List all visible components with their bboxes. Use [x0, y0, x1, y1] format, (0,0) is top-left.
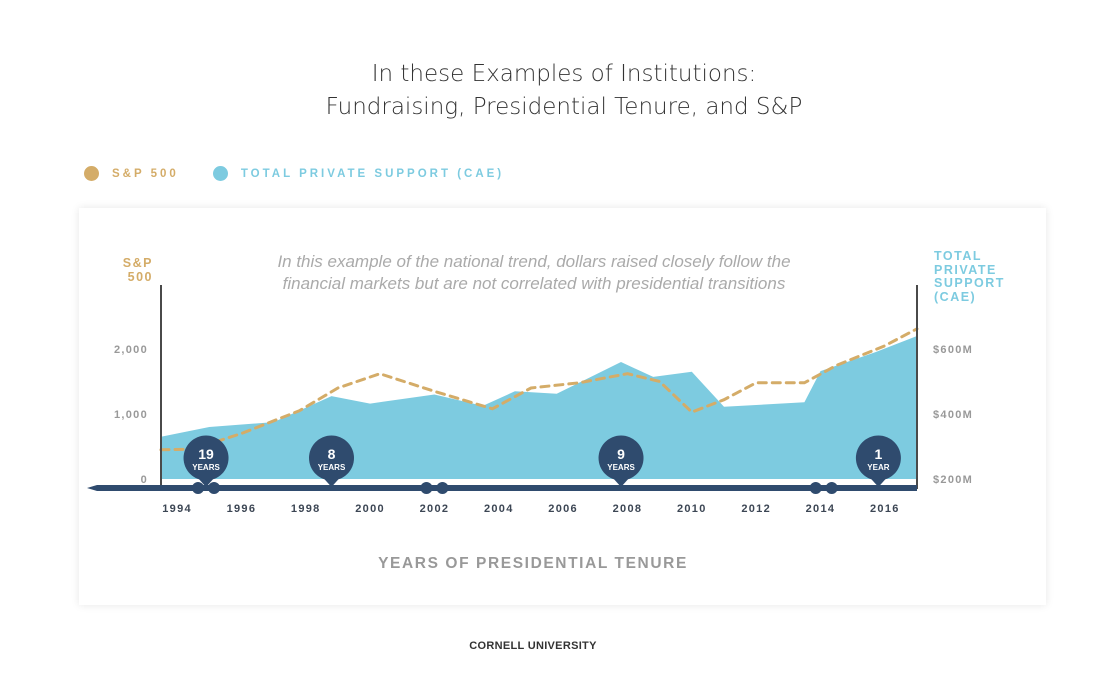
x-tick-label: 2008: [613, 503, 643, 515]
x-tick-label: 2014: [806, 503, 836, 515]
page-title: In these Examples of Institutions: Fundr…: [0, 58, 1095, 124]
tenure-timeline-bar: [87, 485, 917, 491]
footer-institution: CORNELL UNIVERSITY: [469, 640, 597, 652]
left-tick-label: 2,000: [114, 344, 148, 356]
tenure-marker-circle: [309, 435, 355, 481]
tenure-count: 8: [328, 446, 336, 462]
left-axis-title-line-2: 500: [127, 269, 153, 284]
x-tick-label: 2004: [484, 503, 514, 515]
tenure-count: 19: [198, 446, 214, 462]
tenure-marker-circle: [183, 435, 229, 481]
tenure-marker-circle: [598, 435, 644, 481]
chart-card: S&P 500 TOTAL PRIVATE SUPPORT (CAE) In t…: [79, 208, 1046, 605]
x-tick-label: 2010: [677, 503, 707, 515]
legend-dot-sp500: [84, 166, 99, 181]
tenure-count: 1: [874, 446, 882, 462]
right-tick-label: $400M: [933, 409, 973, 421]
legend-item-private-support: TOTAL PRIVATE SUPPORT (CAE): [212, 166, 505, 181]
right-axis-title-line-4: (CAE): [934, 289, 977, 304]
left-tick-label: 1,000: [114, 409, 148, 421]
transition-dot: [192, 482, 205, 494]
title-line-2: Fundraising, Presidential Tenure, and S&…: [325, 94, 803, 120]
tenure-unit: YEAR: [867, 463, 889, 472]
right-axis-title: TOTAL PRIVATE SUPPORT (CAE): [934, 249, 1024, 304]
chart-subtitle: In this example of the national trend, d…: [209, 251, 859, 295]
x-tick-label: 2006: [548, 503, 578, 515]
left-axis-title: S&P 500: [109, 256, 153, 284]
legend-label-private-support: TOTAL PRIVATE SUPPORT (CAE): [240, 167, 505, 180]
right-axis-title-line-2: PRIVATE: [934, 262, 997, 277]
right-axis-title-line-3: SUPPORT: [934, 276, 1005, 290]
left-tick-label: 0: [141, 474, 148, 486]
x-tick-label: 1998: [291, 503, 321, 515]
legend-item-sp500: S&P 500: [84, 166, 179, 181]
transition-dot: [825, 482, 838, 494]
right-tick-label: $200M: [933, 474, 973, 486]
sp500-line: [159, 327, 919, 452]
private-support-area: [161, 336, 917, 479]
x-tick-label: 2002: [420, 503, 450, 515]
title-line-1: In these Examples of Institutions:: [371, 61, 757, 87]
right-axis-title-line-1: TOTAL: [934, 249, 983, 263]
tenure-marker-circle: [855, 435, 901, 481]
chart-subtitle-line-1: In this example of the national trend, d…: [277, 252, 791, 271]
tenure-unit: YEARS: [318, 463, 346, 472]
transition-dot: [809, 482, 822, 494]
chart-subtitle-line-2: financial markets but are not correlated…: [282, 274, 786, 293]
transition-dot: [436, 482, 449, 494]
x-tick-label: 2012: [741, 503, 771, 515]
transition-dot: [420, 482, 433, 494]
tenure-unit: YEARS: [607, 463, 635, 472]
x-tick-label: 2016: [870, 503, 900, 515]
x-axis-title: YEARS OF PRESIDENTIAL TENURE: [378, 555, 688, 572]
x-tick-label: 1994: [162, 503, 192, 515]
legend-label-sp500: S&P 500: [112, 167, 179, 180]
chart-legend: S&P 500 TOTAL PRIVATE SUPPORT (CAE): [84, 166, 538, 181]
tenure-unit: YEARS: [192, 463, 220, 472]
right-tick-label: $600M: [933, 344, 973, 356]
legend-dot-private-support: [212, 166, 228, 181]
x-tick-label: 2000: [355, 503, 385, 515]
x-tick-label: 1996: [227, 503, 257, 515]
tenure-count: 9: [617, 446, 625, 462]
left-axis-title-line-1: S&P: [122, 256, 153, 270]
transition-dot: [208, 482, 221, 494]
